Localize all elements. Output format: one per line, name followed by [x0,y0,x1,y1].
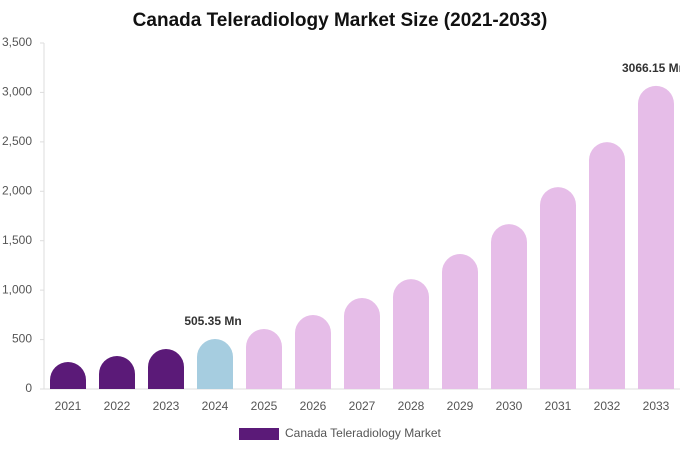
value-label: 505.35 Mn [184,314,241,328]
bar [99,355,135,389]
bar [442,254,478,389]
x-tick-label: 2031 [545,399,572,413]
bar [344,298,380,389]
x-tick-label: 2022 [104,399,131,413]
x-tick-label: 2029 [447,399,474,413]
x-tick-label: 2027 [349,399,376,413]
y-tick-label: 3,500 [2,35,32,49]
bar [393,279,429,389]
legend-label: Canada Teleradiology Market [285,426,442,440]
legend-swatch [239,428,279,440]
x-tick-label: 2033 [643,399,670,413]
y-tick-label: 1,000 [2,282,32,296]
y-tick-label: 3,000 [2,85,32,99]
bar [50,362,86,389]
bar [589,142,625,389]
y-tick-label: 2,500 [2,134,32,148]
value-label: 3066.15 Mn [622,61,680,75]
y-tick-label: 500 [12,332,32,346]
bar [148,349,184,389]
x-tick-label: 2026 [300,399,327,413]
x-tick-label: 2032 [594,399,621,413]
x-tick-label: 2030 [496,399,523,413]
x-tick-label: 2025 [251,399,278,413]
y-tick-label: 0 [25,381,32,395]
x-tick-label: 2024 [202,399,229,413]
x-tick-label: 2023 [153,399,180,413]
bar [295,315,331,389]
y-tick-label: 2,000 [2,183,32,197]
y-tick-label: 1,500 [2,233,32,247]
bar [197,339,233,389]
bar [638,85,674,390]
x-tick-label: 2028 [398,399,425,413]
bar [540,187,576,389]
chart-title: Canada Teleradiology Market Size (2021-2… [133,10,548,31]
bar [491,224,527,389]
bar [246,328,282,389]
x-tick-label: 2021 [55,399,82,413]
